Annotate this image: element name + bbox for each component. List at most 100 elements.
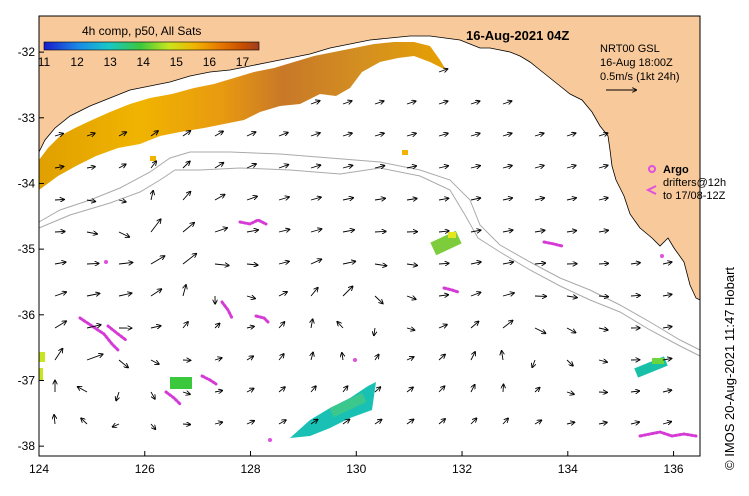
current-arrow [150,359,159,364]
current-vectors [54,69,671,429]
current-arrow [81,418,88,425]
current-arrow [470,230,481,232]
current-arrow [310,259,321,265]
current-arrow [662,422,671,424]
current-arrow [438,386,444,393]
current-arrow [86,200,95,202]
current-arrow [503,385,504,393]
map-title: 16-Aug-2021 04Z [466,28,569,43]
current-arrow [54,321,66,329]
current-arrow [246,264,258,265]
current-arrow [375,355,379,361]
current-arrow [534,166,544,169]
current-arrow [278,197,289,200]
lon-tick-label: 128 [241,462,261,476]
current-arrow [182,424,190,425]
current-arrow [54,349,62,361]
current-arrow [54,292,66,297]
current-arrow [534,420,541,424]
current-arrow [406,166,416,168]
current-arrow [438,263,449,264]
current-arrow [246,296,255,299]
argo-legend-title: Argo [663,164,689,176]
current-arrow [342,287,353,297]
current-arrow [438,231,449,232]
lat-tick-label: -38 [18,439,36,453]
current-arrow [630,263,640,264]
longitude-axis: 124 126 128 130 132 134 136 [29,451,684,476]
current-arrow [246,389,254,392]
current-arrow [566,327,575,333]
current-arrow [534,133,544,136]
current-arrow [598,230,608,232]
current-arrow [183,285,186,297]
current-arrow [438,419,445,425]
current-arrow [406,357,414,360]
current-arrow [214,391,222,392]
current-arrow [113,424,120,427]
current-arrow [310,133,320,136]
current-arrow [182,131,190,137]
colorbar-label: 15 [170,55,184,69]
current-arrow [502,133,512,136]
current-arrow [86,167,95,168]
current-arrow [566,392,574,394]
current-arrow [310,101,320,104]
current-arrow [151,191,153,201]
current-arrow [374,231,386,232]
current-arrow [342,230,354,232]
current-arrow [406,101,416,104]
current-arrow [566,296,577,298]
colorbar-label: 11 [38,55,51,69]
current-arrow [534,230,544,232]
current-arrow [342,133,352,136]
current-arrow [566,133,575,136]
current-arrow [502,419,508,425]
current-arrow [150,161,156,169]
sst-colorbar: 4h comp, p50, All Sats 11 12 13 14 15 16 17 [38,24,260,69]
current-arrow [246,326,254,328]
current-arrow [246,421,254,424]
current-arrow [54,232,65,233]
latitude-axis: -32 -33 -34 -35 -36 -37 -38 [18,45,44,453]
current-arrow [598,165,608,168]
current-arrow [438,133,448,136]
current-arrow [246,164,256,169]
current-arrow [86,263,99,264]
current-arrow [598,360,607,362]
current-arrow [598,328,608,330]
current-arrow [342,420,349,425]
current-arrow [342,101,352,104]
current-arrow [214,163,223,169]
current-arrow [566,231,576,232]
current-arrow [278,133,288,137]
shelf-contour-outer [38,167,701,357]
current-arrow [566,359,573,366]
current-arrow [78,387,88,393]
current-arrow [86,325,101,329]
current-arrow [470,101,479,104]
current-arrow [54,415,55,425]
current-arrow [662,359,671,361]
argo-legend-line2: to 17/08-12Z [663,190,726,202]
current-arrow [118,231,129,237]
current-arrow [278,165,288,169]
current-arrow [342,353,343,361]
current-arrow [470,262,481,264]
current-arrow [374,327,375,335]
current-arrow [470,418,476,425]
current-arrow [438,355,445,361]
argo-legend: Argo drifters@12h to 17/08-12Z [645,164,726,202]
current-arrow [54,262,66,264]
credit-label: IMOS 20-Aug-2021 11:47 Hobart [722,266,737,457]
current-arrow [246,132,255,137]
current-arrow [438,101,448,104]
current-arrow [310,197,321,200]
current-arrow [118,263,132,265]
argo-symbol-icon [648,165,656,173]
current-arrow [502,293,514,296]
current-arrow [310,420,317,425]
current-arrow [278,261,289,264]
current-arrow [502,321,512,329]
current-arrow [214,324,220,329]
